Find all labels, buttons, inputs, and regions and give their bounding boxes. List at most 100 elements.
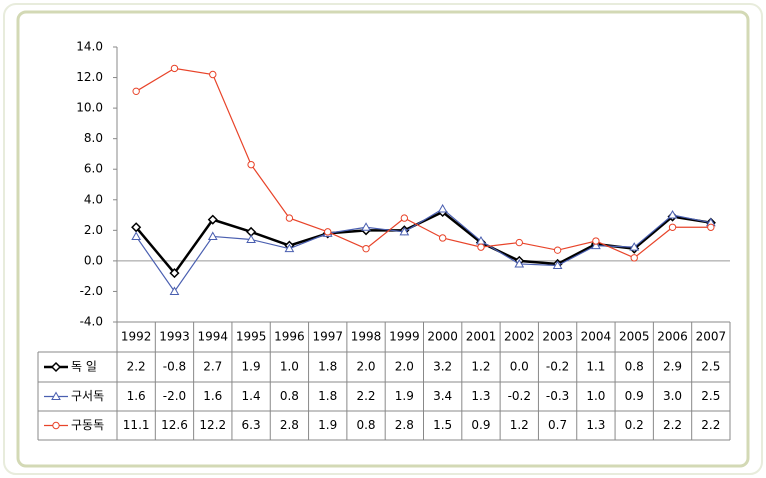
y-tick-label: -2.0	[80, 284, 103, 298]
point-marker	[514, 258, 525, 268]
y-tick-label: 0.0	[84, 253, 103, 267]
data-label: 0.8	[280, 389, 299, 403]
legend-marker	[51, 391, 61, 400]
data-label: 0.7	[548, 418, 567, 432]
data-label: 0.9	[471, 418, 490, 432]
point-marker	[667, 210, 678, 219]
data-label: 2.2	[663, 418, 682, 432]
data-label: 3.0	[663, 389, 682, 403]
point-marker	[131, 222, 142, 233]
point-marker	[591, 240, 601, 250]
point-marker	[169, 286, 180, 295]
data-label: 1.0	[280, 360, 299, 374]
data-label: 2.8	[395, 418, 414, 432]
series-line	[135, 67, 711, 259]
data-label: 1.2	[471, 360, 490, 374]
x-tick-label: 2005	[619, 330, 650, 344]
x-tick-label: 1994	[198, 330, 229, 344]
point-marker	[169, 268, 180, 279]
legend-label: 구서독	[71, 389, 104, 403]
data-label: -0.2	[508, 389, 531, 403]
data-label: 2.0	[395, 360, 414, 374]
legend-label: 구동독	[71, 418, 104, 432]
point-marker	[630, 254, 638, 262]
data-label: 12.2	[199, 418, 226, 432]
y-tick-label: 4.0	[84, 192, 103, 206]
y-tick-label: 10.0	[76, 101, 103, 115]
x-tick-label: 2004	[581, 330, 612, 344]
data-label: 2.0	[356, 360, 375, 374]
data-label: 0.8	[625, 360, 644, 374]
point-marker	[209, 70, 217, 79]
data-label: 1.1	[586, 360, 605, 374]
x-tick-label: 2001	[466, 330, 497, 344]
data-label: 2.8	[280, 418, 299, 432]
legend-marker	[50, 361, 62, 373]
point-marker	[438, 234, 447, 242]
y-tick-label: 14.0	[76, 40, 103, 54]
data-label: 3.2	[433, 360, 452, 374]
point-marker	[361, 222, 371, 231]
data-label: 6.3	[242, 418, 261, 432]
point-marker	[285, 214, 294, 222]
data-label: 2.5	[701, 389, 720, 403]
x-tick-label: 1998	[351, 330, 382, 344]
data-label: 2.2	[356, 389, 375, 403]
point-marker	[207, 231, 218, 240]
point-marker	[247, 160, 255, 169]
data-label: 1.9	[318, 418, 337, 432]
data-label: 1.9	[395, 389, 414, 403]
x-tick-label: 2006	[657, 330, 688, 344]
data-label: 1.4	[242, 389, 261, 403]
point-marker	[324, 228, 332, 236]
data-label: 2.9	[663, 360, 682, 374]
data-label: 2.2	[701, 418, 720, 432]
y-tick-label: 6.0	[84, 162, 103, 176]
y-tick-label: 12.0	[76, 70, 103, 84]
data-label: -0.3	[546, 389, 569, 403]
point-marker	[207, 214, 218, 225]
data-label: 1.5	[433, 418, 452, 432]
y-tick-label: 2.0	[84, 223, 103, 237]
point-marker	[477, 243, 485, 251]
point-marker	[362, 244, 370, 253]
point-marker	[553, 246, 562, 254]
data-label: 2.7	[203, 360, 222, 374]
x-tick-label: 1996	[274, 330, 305, 344]
data-label: 0.9	[625, 389, 644, 403]
point-marker	[132, 87, 140, 96]
data-label: 2.2	[127, 360, 146, 374]
data-label: 0.8	[356, 418, 375, 432]
data-label: 1.6	[127, 389, 146, 403]
data-label: -0.8	[163, 360, 186, 374]
point-marker	[592, 237, 600, 245]
point-marker	[707, 223, 715, 231]
data-label: 11.1	[123, 418, 150, 432]
point-marker	[399, 226, 410, 236]
x-tick-label: 2007	[696, 330, 727, 344]
x-tick-label: 1992	[121, 330, 152, 344]
x-tick-label: 1999	[389, 330, 420, 344]
x-tick-label: 2002	[504, 330, 535, 344]
x-tick-label: 1995	[236, 330, 267, 344]
point-marker	[131, 231, 142, 240]
data-label: 1.3	[471, 389, 490, 403]
y-tick-label: -4.0	[80, 315, 103, 329]
data-label: -0.2	[546, 360, 569, 374]
data-label: 1.3	[586, 418, 605, 432]
data-label: 0.2	[625, 418, 644, 432]
x-tick-label: 2003	[542, 330, 573, 344]
point-marker	[515, 238, 523, 247]
x-tick-label: 1993	[159, 330, 190, 344]
point-marker	[170, 64, 179, 73]
point-marker	[437, 203, 448, 213]
point-marker	[629, 242, 640, 251]
point-marker	[246, 234, 256, 243]
data-label: 0.0	[510, 360, 529, 374]
point-marker	[400, 214, 409, 222]
point-marker	[668, 223, 677, 231]
legend-label: 독 일	[71, 360, 97, 374]
point-marker	[284, 243, 295, 253]
series-line	[135, 208, 711, 293]
